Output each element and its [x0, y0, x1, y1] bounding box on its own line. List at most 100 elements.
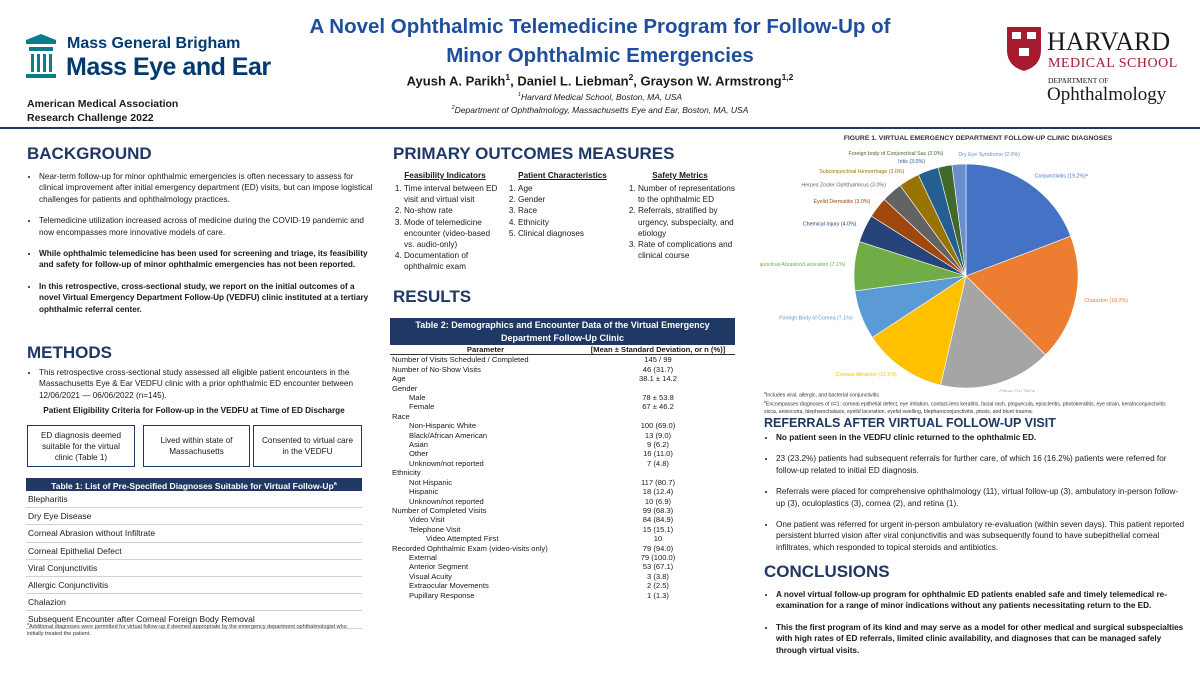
slice-label: Dry Eye Syndrome (2.0%) — [958, 153, 1020, 159]
slice-value-label: (12.1%) — [878, 373, 897, 379]
slice-label: Iritis (3.0%) — [898, 160, 925, 166]
slice-category: Eyelid Dermatitis — [813, 199, 853, 205]
slice-label: Eyelid Dermatitis (3.0%) — [813, 199, 870, 205]
slice-category: Foreign Body of Cornea — [779, 316, 835, 322]
slice-category: Conjunctivitis — [1035, 174, 1067, 180]
slice-label: Corneal Abrasion (12.1%) — [836, 373, 897, 379]
affiliation: 1Harvard Medical School, Boston, MA, USA — [250, 90, 950, 103]
table2-row: Visual Acuity 3 (3.8) — [390, 572, 735, 581]
pie-slice — [871, 275, 967, 386]
outcome-list: Time interval between ED visit and virtu… — [391, 183, 499, 273]
bullet: This retrospective cross-sectional study… — [39, 367, 377, 401]
outcome-item: Number of representations to the ophthal… — [638, 183, 735, 205]
harvard-name: HARVARD — [1047, 27, 1171, 56]
affiliations: 1Harvard Medical School, Boston, MA, USA… — [250, 90, 950, 116]
slice-category: Conjunctival Abrasion/Laceration — [760, 263, 828, 269]
param-cell: Hispanic — [409, 487, 439, 497]
outcome-heading: Patient Characteristics — [518, 171, 607, 180]
param-cell: Visual Acuity — [409, 571, 452, 581]
slice-value-label: (3.0%) — [889, 169, 905, 175]
bullet: Near-term follow-up for minor ophthalmic… — [39, 171, 377, 205]
bullet: In this retrospective, cross-sectional s… — [39, 281, 377, 315]
outcome-item: Mode of telemedicine encounter (video-ba… — [404, 217, 499, 251]
slice-value-label: (7.1%) — [830, 263, 846, 269]
value-cell: 13 (9.0) — [644, 430, 672, 440]
table2-row: Non-Hispanic White 100 (69.0) — [390, 421, 735, 430]
table1-title-text: Table 1: List of Pre-Specified Diagnoses… — [51, 480, 334, 491]
slice-label: Foreign body of Conjunctival Sac (2.0%) — [848, 152, 943, 158]
slice-value-label: (3.0%) — [870, 183, 886, 189]
table2-row: Recorded Ophthalmic Exam (video-visits o… — [390, 544, 735, 553]
slice-label: Subconjunctival Hemorrhage (3.0%) — [819, 169, 904, 175]
bullet: No patient seen in the VEDFU clinic retu… — [776, 432, 1186, 443]
authors: Ayush A. Parikh1, Daniel L. Liebman2, Gr… — [406, 72, 794, 89]
column-header: [Mean ± Standard Deviation, or n (%)] — [590, 345, 726, 354]
pie-slice — [965, 163, 1072, 277]
slice-label: Herpes Zoster Ophthalmicus (3.0%) — [801, 183, 886, 189]
criteria-box: ED diagnosis deemed suitable for the vir… — [27, 425, 135, 467]
bullet: Telemedicine utilization increased acros… — [39, 215, 377, 238]
affil-mark: 2 — [451, 104, 455, 111]
table1-row: Corneal Epithelial Defect — [26, 543, 362, 560]
value-cell: 18 (12.4) — [642, 487, 674, 497]
table2-row: Pupillary Response 1 (1.3) — [390, 591, 735, 600]
outcome-item: Ethnicity — [518, 217, 620, 228]
value-cell — [581, 384, 735, 393]
column-header: Parameter — [466, 345, 505, 354]
value-cell: 1 (1.3) — [647, 590, 669, 600]
param-cell: Number of Visits Scheduled / Completed — [392, 355, 529, 365]
affiliation: 2Department of Ophthalmology, Massachuse… — [250, 103, 950, 116]
bullet: This the first program of its kind and m… — [776, 622, 1186, 656]
value-cell: 9 (6.2) — [647, 440, 669, 450]
table1-row: Chalazion — [26, 594, 362, 612]
section-heading: CONCLUSIONS — [764, 562, 890, 581]
harvard-dept: Ophthalmology — [1047, 84, 1167, 105]
outcome-column: Feasibility Indicators Time interval betw… — [391, 171, 499, 273]
slice-label: Foreign Body of Cornea (7.1%) — [779, 316, 853, 322]
bullet: Referrals were placed for comprehensive … — [776, 486, 1186, 509]
slice-category: Chalazion — [1084, 299, 1108, 305]
pie-slice — [940, 275, 1046, 389]
table1-footnote: aAdditional diagnoses were permitted for… — [27, 621, 363, 638]
param-cell: Ethnicity — [392, 468, 421, 478]
value-cell: 2 (2.5) — [647, 581, 669, 591]
chart-footnote: aIncludes viral, allergic, and bacterial… — [764, 390, 1174, 399]
table1-row: Dry Eye Disease — [26, 508, 362, 526]
author-affil: 1 — [505, 72, 511, 82]
param-cell: Number of Completed Visits — [392, 505, 487, 515]
author-name: Grayson W. Armstrong — [640, 73, 782, 89]
value-cell: 145 / 99 — [644, 355, 672, 365]
outcome-item: Gender — [518, 194, 620, 205]
value-cell: 15 (15.1) — [642, 524, 674, 534]
org-name: Mass Eye and Ear — [66, 53, 271, 81]
slice-category: Other — [999, 390, 1012, 392]
table1-row: Allergic Conjunctivitis — [26, 577, 362, 595]
footnote-text: Encompasses diagnoses of n=1: corneal ep… — [764, 402, 1166, 415]
background-bullets: Near-term follow-up for minor ophthalmic… — [27, 171, 377, 325]
slice-value-label: (3.0%) — [909, 160, 925, 166]
table1-row: Viral Conjunctivitis — [26, 560, 362, 577]
param-cell: Telephone Visit — [409, 524, 461, 534]
value-cell: 38.1 ± 14.2 — [639, 374, 677, 384]
table1-row: Blepharitis — [26, 491, 362, 509]
slice-label: Conjunctivitis (19.2%)ᵃ — [1035, 174, 1088, 180]
table2-grid: Parameter [Mean ± Standard Deviation, or… — [390, 345, 735, 600]
param-cell: Other — [409, 449, 428, 459]
param-cell: Unknown/not reported — [409, 458, 484, 468]
param-cell: Number of No-Show Visits — [392, 364, 481, 374]
slice-label: Chalazion (18.2%) — [1084, 299, 1128, 305]
bullet: 23 (23.2%) patients had subsequent refer… — [776, 453, 1186, 476]
section-heading: PRIMARY OUTCOMES MEASURES — [393, 144, 675, 163]
table2-row: Asian 9 (6.2) — [390, 440, 735, 449]
footnote-mark: b — [764, 400, 766, 405]
param-cell: Not Hispanic — [409, 477, 453, 487]
value-cell: 100 (69.0) — [640, 421, 676, 431]
param-cell: Pupillary Response — [409, 590, 475, 600]
table2-row: Number of Visits Scheduled / Completed 14… — [390, 355, 735, 365]
outcome-heading: Safety Metrics — [652, 171, 708, 180]
table2-row: Video Visit 84 (84.9) — [390, 515, 735, 524]
param-cell: Extraocular Movements — [409, 581, 489, 591]
author-affil: 2 — [628, 72, 634, 82]
section-heading: REFERRALS AFTER VIRTUAL FOLLOW-UP VISIT — [764, 416, 1056, 430]
param-cell: Race — [392, 411, 410, 421]
